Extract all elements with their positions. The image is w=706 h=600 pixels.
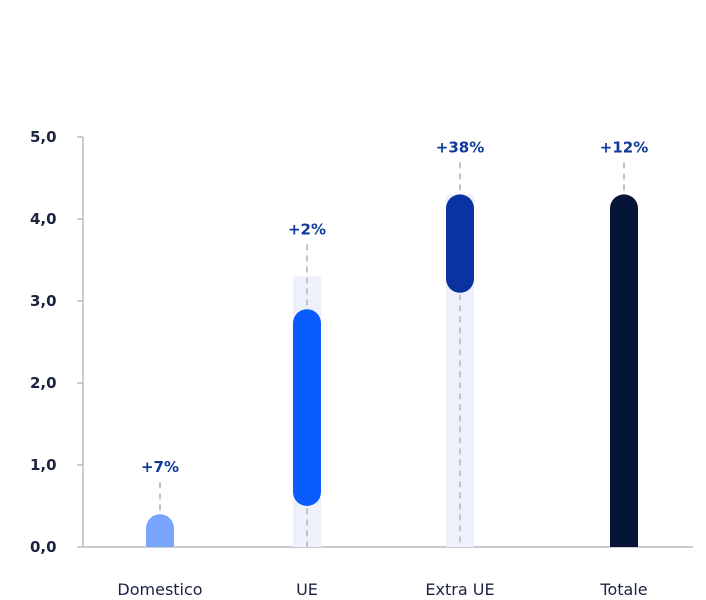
growth-labels: +7% +2% +38% +12% [141, 138, 648, 476]
category-label: Domestico [117, 580, 202, 599]
y-tick-label: 0,0 [30, 538, 57, 556]
growth-label: +38% [436, 138, 484, 156]
category-labels: Domestico UE Extra UE Totale [117, 580, 647, 599]
y-ticks: 0,0 1,0 2,0 3,0 4,0 5,0 [30, 128, 83, 556]
bar-extra-ue [446, 194, 474, 293]
growth-label: +12% [600, 138, 648, 156]
y-tick-label: 3,0 [30, 292, 57, 310]
category-label: Totale [599, 580, 647, 599]
dashed-stems [159, 162, 625, 547]
y-tick-label: 2,0 [30, 374, 57, 392]
growth-label: +7% [141, 458, 179, 476]
growth-label: +2% [288, 220, 326, 238]
bars [146, 194, 638, 547]
bar-totale [610, 194, 638, 547]
category-label: UE [296, 580, 318, 599]
bar-ue [293, 309, 321, 506]
y-tick-label: 1,0 [30, 456, 57, 474]
bar-domestico [146, 514, 174, 547]
y-tick-label: 5,0 [30, 128, 57, 146]
y-tick-label: 4,0 [30, 210, 57, 228]
category-label: Extra UE [425, 580, 494, 599]
axes [82, 137, 693, 548]
